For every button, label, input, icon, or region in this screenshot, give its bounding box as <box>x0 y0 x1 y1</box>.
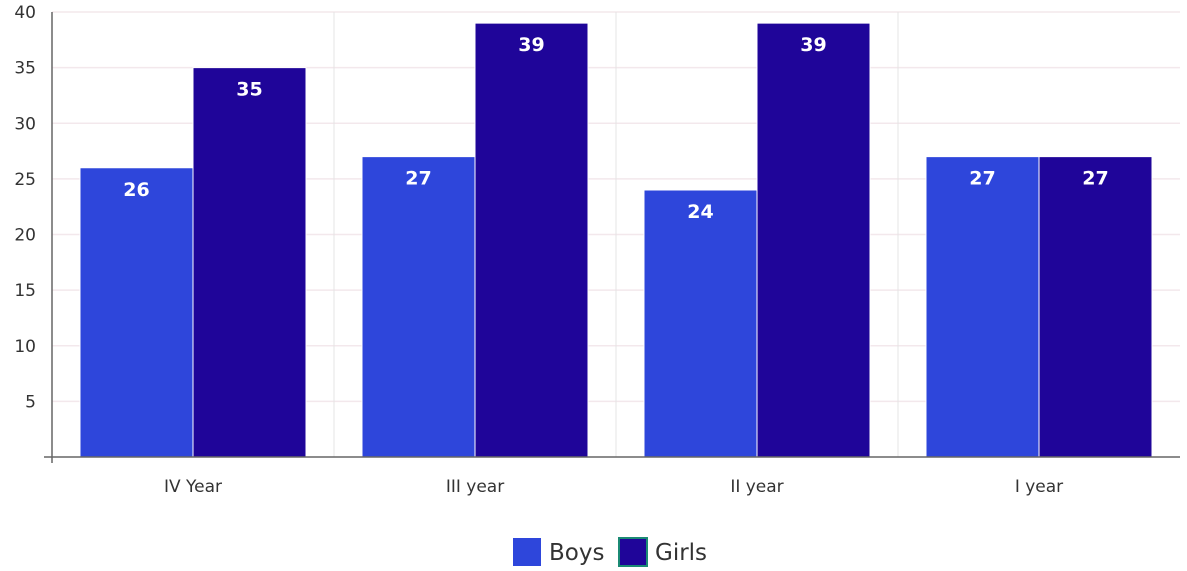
x-tick-label: III year <box>446 477 504 497</box>
y-tick-label: 5 <box>25 392 36 412</box>
data-label: 27 <box>405 168 431 190</box>
y-tick-label: 35 <box>14 59 36 79</box>
y-tick-label: 25 <box>14 170 36 190</box>
data-label: 24 <box>687 201 713 223</box>
bars <box>79 22 1153 458</box>
legend-swatch-girls <box>618 537 648 567</box>
bar-boys-3 <box>925 156 1040 458</box>
data-label: 39 <box>518 34 544 56</box>
data-label: 26 <box>123 179 149 201</box>
x-tick-label: I year <box>1015 477 1063 497</box>
y-tick-label: 40 <box>14 3 36 23</box>
y-tick-label: 30 <box>14 114 36 134</box>
bar-boys-1 <box>361 156 476 458</box>
y-tick-label: 20 <box>14 226 36 246</box>
axes <box>44 12 1180 463</box>
bar-girls-3 <box>1038 156 1153 458</box>
data-label: 27 <box>1082 168 1108 190</box>
data-label: 39 <box>800 34 826 56</box>
y-tick-label: 15 <box>14 281 36 301</box>
bar-girls-0 <box>192 67 307 458</box>
data-label: 27 <box>969 168 995 190</box>
legend-label-girls: Girls <box>655 540 707 566</box>
y-tick-label: 10 <box>14 337 36 357</box>
x-tick-label: II year <box>730 477 783 497</box>
legend-label-boys: Boys <box>549 540 604 566</box>
bar-girls-1 <box>474 22 589 458</box>
data-label: 35 <box>236 79 262 101</box>
legend-swatch-boys <box>513 538 541 566</box>
labels: 26 35 IV Year 27 39 III year 24 39 II year 27 27 I … <box>14 3 1108 497</box>
bar-boys-2 <box>643 189 758 458</box>
bar-girls-2 <box>756 22 871 458</box>
legend: Boys Girls <box>513 537 707 567</box>
x-tick-label: IV Year <box>164 477 222 497</box>
bar-boys-0 <box>79 167 194 458</box>
